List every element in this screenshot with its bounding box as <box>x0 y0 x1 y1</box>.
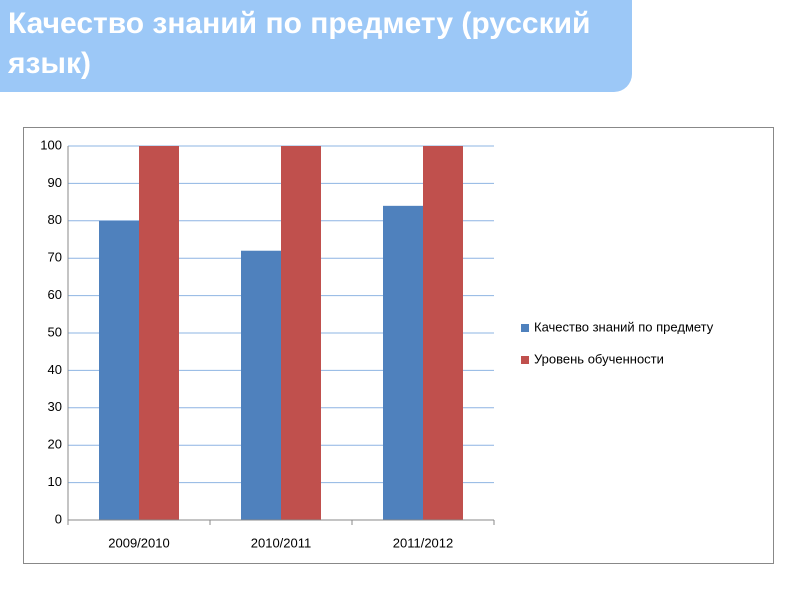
x-tick-label: 2009/2010 <box>108 535 169 550</box>
bar <box>99 220 139 521</box>
chart-title: Качество знаний по предмету (русский язы… <box>8 7 591 80</box>
y-tick-label: 90 <box>48 175 62 190</box>
y-tick-label: 70 <box>48 250 62 265</box>
y-tick-label: 0 <box>55 511 62 526</box>
y-tick-label: 40 <box>48 362 62 377</box>
y-tick-label: 30 <box>48 399 62 414</box>
bar <box>423 146 463 520</box>
y-tick-label: 10 <box>48 474 62 489</box>
bar <box>241 250 281 520</box>
y-tick-label: 20 <box>48 437 62 452</box>
legend-swatch <box>521 324 529 332</box>
y-tick-label: 50 <box>48 324 62 339</box>
legend-label: Качество знаний по предмету <box>534 319 714 334</box>
x-tick-label: 2010/2011 <box>251 535 312 550</box>
y-tick-label: 100 <box>40 137 62 152</box>
bar <box>383 205 423 520</box>
legend-swatch <box>521 356 529 364</box>
title-banner <box>0 0 632 92</box>
bar <box>139 146 179 520</box>
y-tick-label: 60 <box>48 287 62 302</box>
y-tick-label: 80 <box>48 212 62 227</box>
legend-label: Уровень обученности <box>534 351 664 366</box>
x-tick-label: 2011/2012 <box>393 535 454 550</box>
bar <box>281 146 321 520</box>
